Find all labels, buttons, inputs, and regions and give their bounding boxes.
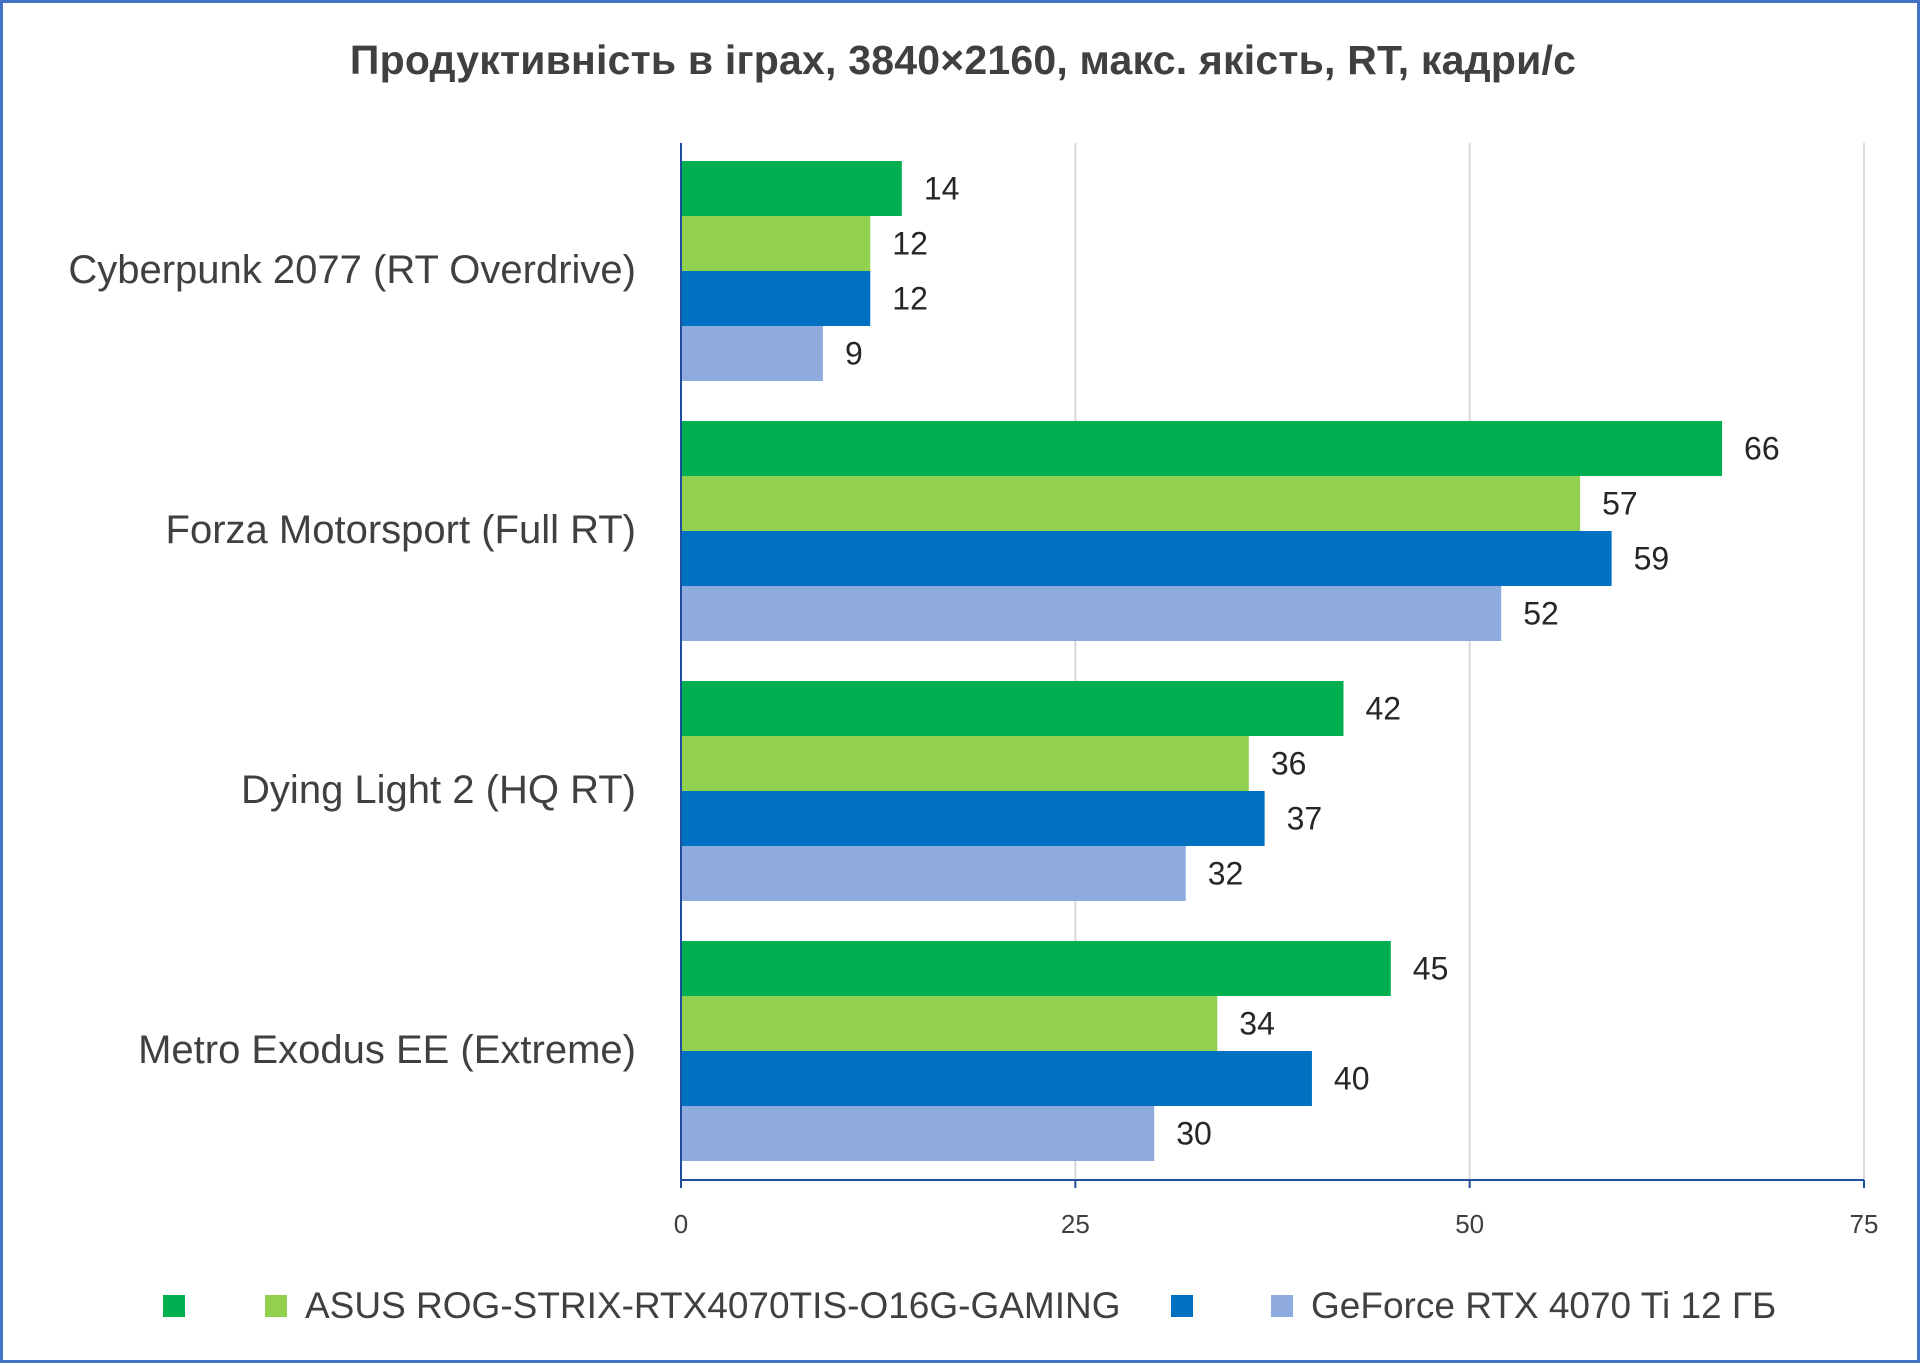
legend-item-series-1 — [163, 1295, 203, 1317]
data-label: 36 — [1271, 746, 1307, 782]
bar — [681, 846, 1186, 901]
plot-area: 14 12 12 9 Cyberpunk 2077 (RT Overdrive) 66 57… — [68, 143, 1879, 1239]
category-label: Metro Exodus EE (Extreme) — [138, 1028, 636, 1072]
data-label: 12 — [892, 226, 928, 262]
bar — [681, 996, 1218, 1051]
bar — [681, 1051, 1312, 1106]
bar — [681, 791, 1265, 846]
x-tick-label: 50 — [1455, 1209, 1484, 1239]
data-label: 66 — [1744, 431, 1780, 467]
bar — [681, 161, 902, 216]
bar — [681, 326, 823, 381]
legend-label: GeForce RTX 4070 Ti 12 ГБ — [1311, 1285, 1777, 1326]
data-label: 52 — [1523, 596, 1559, 632]
x-tick-label: 75 — [1850, 1209, 1879, 1239]
legend: ASUS ROG-STRIX-RTX4070TIS-O16G-GAMING Ge… — [3, 1281, 1920, 1331]
data-label: 14 — [924, 171, 960, 207]
legend-swatch — [163, 1295, 185, 1317]
bar — [681, 586, 1502, 641]
category-label: Cyberpunk 2077 (RT Overdrive) — [68, 248, 636, 292]
bar — [681, 736, 1249, 791]
bar — [681, 216, 871, 271]
data-label: 37 — [1287, 801, 1323, 837]
data-label: 59 — [1634, 541, 1670, 577]
data-label: 12 — [892, 281, 928, 317]
bar — [681, 681, 1344, 736]
x-tick-label: 0 — [674, 1209, 688, 1239]
data-label: 42 — [1365, 691, 1401, 727]
category-label: Forza Motorsport (Full RT) — [166, 508, 636, 552]
bar — [681, 476, 1581, 531]
legend-swatch — [265, 1295, 287, 1317]
legend-item-series-3 — [1171, 1295, 1211, 1317]
legend-item-series-2: ASUS ROG-STRIX-RTX4070TIS-O16G-GAMING — [265, 1285, 1121, 1327]
data-label: 57 — [1602, 486, 1638, 522]
bar — [681, 271, 871, 326]
bar — [681, 941, 1391, 996]
bar — [681, 531, 1612, 586]
data-label: 40 — [1334, 1061, 1370, 1097]
data-label: 9 — [845, 336, 863, 372]
bar — [681, 421, 1723, 476]
data-label: 45 — [1413, 951, 1449, 987]
x-tick-label: 25 — [1061, 1209, 1090, 1239]
data-label: 32 — [1208, 856, 1244, 892]
legend-item-series-4: GeForce RTX 4070 Ti 12 ГБ — [1271, 1285, 1776, 1327]
legend-swatch — [1271, 1295, 1293, 1317]
data-label: 34 — [1239, 1006, 1275, 1042]
bar — [681, 1106, 1155, 1161]
category-label: Dying Light 2 (HQ RT) — [241, 768, 636, 812]
chart-title: Продуктивність в іграх, 3840×2160, макс.… — [349, 37, 1577, 83]
legend-label: ASUS ROG-STRIX-RTX4070TIS-O16G-GAMING — [305, 1285, 1121, 1326]
legend-swatch — [1171, 1295, 1193, 1317]
data-label: 30 — [1176, 1116, 1212, 1152]
